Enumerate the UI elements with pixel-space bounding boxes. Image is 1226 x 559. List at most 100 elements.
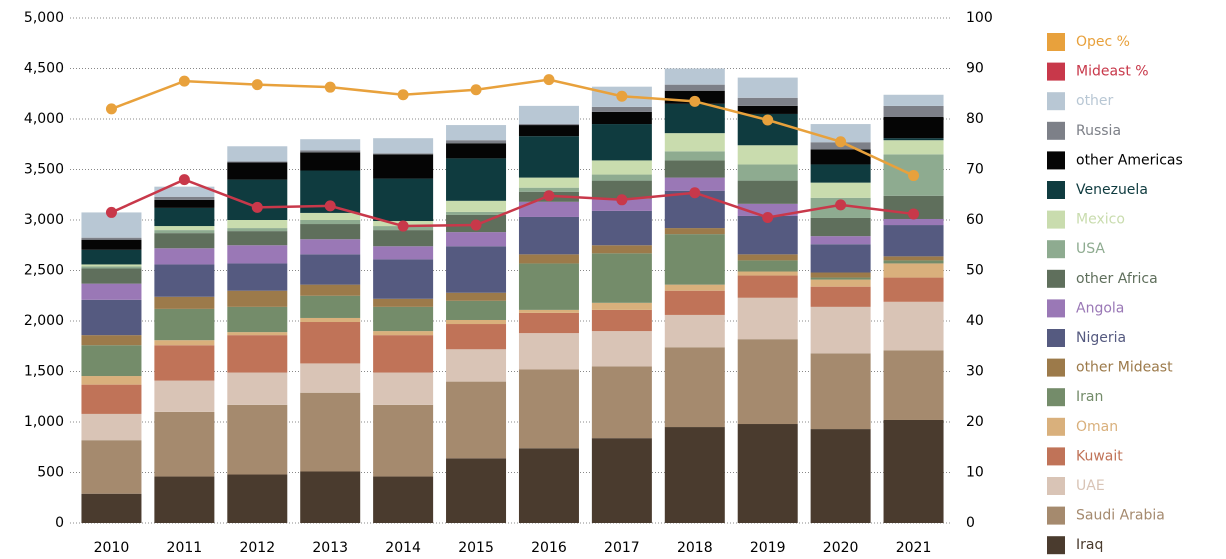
bar-segment — [446, 200, 507, 212]
line-point — [616, 194, 628, 206]
bar-segment — [81, 249, 142, 265]
bar-segment — [81, 440, 142, 494]
legend-label: Kuwait — [1076, 448, 1123, 464]
bar-segment — [883, 256, 944, 261]
bar-segment — [373, 306, 434, 332]
bar-segment — [300, 392, 361, 472]
bar-segment — [810, 353, 871, 430]
bar-segment — [810, 149, 871, 165]
line-point — [762, 211, 774, 223]
legend-swatch — [1047, 388, 1065, 407]
bar-segment — [154, 207, 215, 227]
bar-segment — [373, 404, 434, 477]
bar-segment — [227, 228, 288, 232]
x-tick-label: 2014 — [385, 540, 421, 556]
bar-segment — [446, 143, 507, 159]
legend-label: Mideast % — [1076, 64, 1149, 80]
bar-segment — [737, 254, 798, 261]
bar-segment — [737, 424, 798, 523]
bar-segment — [591, 302, 652, 310]
bar-segment — [81, 299, 142, 336]
bar-segment — [154, 380, 215, 412]
x-tick-label: 2019 — [750, 540, 786, 556]
bar-segment — [81, 239, 142, 250]
bar-segment — [227, 372, 288, 405]
bar-segment — [446, 324, 507, 350]
bar-segment — [446, 211, 507, 215]
bar-segment — [591, 309, 652, 332]
line-point — [908, 170, 920, 182]
bar-segment — [591, 438, 652, 523]
bar-segment — [737, 260, 798, 272]
legend-label: Nigeria — [1076, 330, 1126, 346]
line-point — [470, 219, 482, 231]
bar-segment — [883, 140, 944, 155]
y-tick-label: 0 — [55, 515, 64, 531]
bar-segment — [810, 277, 871, 280]
bar-segment — [591, 245, 652, 254]
x-tick-label: 2017 — [604, 540, 640, 556]
bar-segment — [664, 84, 725, 91]
bar-segment — [518, 187, 579, 192]
line-point — [835, 199, 847, 211]
bar-segment — [154, 199, 215, 208]
legend-label: Russia — [1076, 123, 1121, 139]
bar-segment — [664, 228, 725, 235]
y-tick-label: 3,000 — [24, 212, 64, 228]
bar-segment — [300, 254, 361, 285]
y2-tick-label: 40 — [966, 313, 984, 329]
bar-segment — [810, 164, 871, 183]
bar-segment — [154, 226, 215, 231]
bar-segment — [446, 458, 507, 523]
line-point — [689, 187, 701, 199]
bar-segment — [373, 298, 434, 307]
line-point — [616, 90, 628, 102]
x-tick-label: 2021 — [896, 540, 932, 556]
bar-segment — [300, 363, 361, 393]
legend-label: USA — [1076, 241, 1105, 257]
bar-segment — [154, 230, 215, 234]
bar-segment — [810, 286, 871, 307]
legend-label: Angola — [1076, 300, 1124, 316]
legend-swatch — [1047, 506, 1065, 525]
bar-segment — [883, 350, 944, 420]
bar-segment — [518, 201, 579, 217]
bar-segment — [446, 300, 507, 320]
bar-segment — [227, 162, 288, 180]
bar-segment — [373, 331, 434, 336]
bar-segment — [883, 218, 944, 226]
bar-segment — [883, 105, 944, 117]
y2-tick-label: 60 — [966, 212, 984, 228]
bar-segment — [810, 182, 871, 198]
bar-segment — [737, 105, 798, 114]
bar-segment — [81, 283, 142, 300]
bar-segment — [154, 476, 215, 523]
bar-segment — [300, 471, 361, 523]
bar-segment — [300, 150, 361, 153]
bar-segment — [81, 376, 142, 385]
bar-segment — [154, 345, 215, 381]
bar-segment — [373, 335, 434, 373]
bar-segment — [810, 217, 871, 237]
bar-segment — [300, 152, 361, 171]
bar-segment — [664, 290, 725, 315]
legend-swatch — [1047, 417, 1065, 436]
x-tick-label: 2015 — [458, 540, 494, 556]
bar-segment — [591, 253, 652, 303]
bar-segment — [154, 296, 215, 309]
bar-segment — [664, 314, 725, 348]
x-tick-label: 2010 — [94, 540, 130, 556]
bar-segment — [591, 180, 652, 199]
bar-segment — [300, 139, 361, 151]
bar-segment — [81, 384, 142, 414]
legend-swatch — [1047, 536, 1065, 555]
line-point — [543, 190, 555, 202]
bar-segment — [737, 271, 798, 276]
bar-segment — [664, 103, 725, 134]
x-tick-label: 2013 — [312, 540, 348, 556]
line-point — [105, 206, 117, 218]
line-point — [251, 201, 263, 213]
bar-segment — [518, 312, 579, 334]
bar-segment — [300, 295, 361, 318]
bar-segment — [664, 347, 725, 428]
